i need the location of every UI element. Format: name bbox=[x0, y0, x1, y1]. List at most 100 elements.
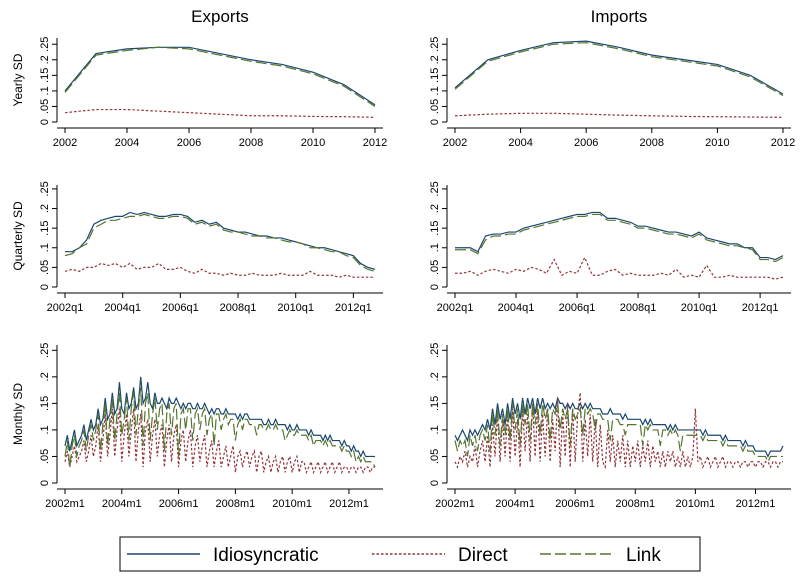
y-axis-title: Monthly SD bbox=[11, 383, 25, 445]
y-tick-label: 0 bbox=[429, 480, 441, 486]
y-tick-label: .1 bbox=[429, 425, 441, 434]
y-tick-label: .1 bbox=[429, 243, 441, 252]
x-tick-label: 2006m1 bbox=[555, 498, 595, 510]
y-tick-label: .2 bbox=[429, 204, 441, 213]
y-tick-label: .15 bbox=[39, 396, 51, 411]
y-tick-label: 0 bbox=[429, 119, 441, 125]
y-tick-label: .1 bbox=[39, 86, 51, 95]
x-tick-label: 2008q1 bbox=[620, 302, 657, 314]
y-tick-label: .05 bbox=[39, 99, 51, 114]
series-line bbox=[454, 396, 784, 458]
x-tick-label: 2012 bbox=[771, 137, 795, 149]
y-tick-label: .2 bbox=[39, 204, 51, 213]
x-tick-label: 2012m1 bbox=[329, 498, 369, 510]
x-tick-label: 2006 bbox=[574, 137, 598, 149]
series-line bbox=[64, 376, 375, 458]
x-tick-label: 2004 bbox=[508, 137, 532, 149]
series-line bbox=[454, 40, 784, 95]
y-tick-label: .2 bbox=[39, 372, 51, 381]
x-tick-label: 2006m1 bbox=[159, 498, 199, 510]
x-tick-label: 2002 bbox=[53, 137, 77, 149]
y-tick-label: .05 bbox=[39, 260, 51, 275]
x-tick-label: 2006q1 bbox=[162, 302, 199, 314]
y-tick-label: .25 bbox=[39, 37, 51, 52]
y-tick-label: 0 bbox=[39, 284, 51, 290]
y-tick-label: .25 bbox=[39, 343, 51, 358]
x-tick-label: 2004m1 bbox=[102, 498, 142, 510]
y-tick-label: 0 bbox=[39, 480, 51, 486]
x-tick-label: 2012m1 bbox=[736, 498, 776, 510]
x-tick-label: 2012 bbox=[363, 137, 387, 149]
x-tick-label: 2002m1 bbox=[45, 498, 85, 510]
panel-title: Imports bbox=[591, 7, 648, 26]
y-tick-label: .25 bbox=[429, 37, 441, 52]
y-tick-label: .1 bbox=[39, 243, 51, 252]
series-line bbox=[455, 256, 784, 280]
y-tick-label: .15 bbox=[429, 221, 441, 236]
series-line bbox=[64, 387, 376, 468]
y-tick-label: .15 bbox=[429, 68, 441, 83]
x-tick-label: 2004m1 bbox=[495, 498, 535, 510]
series-line bbox=[64, 108, 376, 118]
x-tick-label: 2006q1 bbox=[559, 302, 596, 314]
x-tick-label: 2004 bbox=[115, 137, 139, 149]
panel-title: Exports bbox=[191, 7, 249, 26]
series-line bbox=[454, 403, 783, 464]
y-tick-label: 0 bbox=[39, 119, 51, 125]
x-tick-label: 2002m1 bbox=[435, 498, 475, 510]
series-line bbox=[64, 262, 375, 278]
x-tick-label: 2010q1 bbox=[277, 302, 314, 314]
x-tick-label: 2012q1 bbox=[335, 302, 372, 314]
series-line bbox=[454, 112, 784, 118]
x-tick-label: 2012q1 bbox=[742, 302, 779, 314]
y-tick-label: .25 bbox=[429, 343, 441, 358]
y-axis-title: Quarterly SD bbox=[11, 201, 25, 271]
x-tick-label: 2010q1 bbox=[681, 302, 718, 314]
y-tick-label: .2 bbox=[429, 372, 441, 381]
y-tick-label: .1 bbox=[39, 425, 51, 434]
series-line bbox=[454, 392, 783, 470]
y-tick-label: .15 bbox=[429, 396, 441, 411]
y-tick-label: .25 bbox=[429, 181, 441, 196]
series-line bbox=[64, 46, 376, 106]
x-tick-label: 2006 bbox=[177, 137, 201, 149]
legend-label: Idiosyncratic bbox=[213, 545, 319, 566]
x-tick-label: 2004q1 bbox=[498, 302, 535, 314]
legend: Idiosyncratic Direct Link bbox=[127, 545, 661, 566]
series-line bbox=[64, 213, 376, 272]
series-line bbox=[65, 211, 376, 270]
x-tick-label: 2010m1 bbox=[675, 498, 715, 510]
x-tick-label: 2004q1 bbox=[104, 302, 141, 314]
series-line bbox=[64, 46, 376, 107]
y-tick-label: .05 bbox=[429, 260, 441, 275]
x-tick-label: 2002q1 bbox=[47, 302, 84, 314]
legend-label: Direct bbox=[458, 545, 508, 566]
y-tick-label: .2 bbox=[39, 55, 51, 64]
y-tick-label: .05 bbox=[429, 449, 441, 464]
x-tick-label: 2002q1 bbox=[437, 302, 474, 314]
x-tick-label: 2008 bbox=[239, 137, 263, 149]
x-tick-label: 2002 bbox=[443, 137, 467, 149]
y-tick-label: .05 bbox=[39, 449, 51, 464]
x-tick-label: 2010 bbox=[301, 137, 325, 149]
x-tick-label: 2008m1 bbox=[615, 498, 655, 510]
y-tick-label: .15 bbox=[39, 68, 51, 83]
y-axis-title: Yearly SD bbox=[11, 53, 25, 106]
legend-label: Link bbox=[626, 545, 661, 566]
series-line bbox=[64, 408, 375, 475]
y-tick-label: 0 bbox=[429, 284, 441, 290]
y-tick-label: .2 bbox=[429, 55, 441, 64]
y-tick-label: .1 bbox=[429, 86, 441, 95]
x-tick-label: 2008q1 bbox=[220, 302, 257, 314]
series-line bbox=[455, 211, 784, 261]
x-tick-label: 2008m1 bbox=[215, 498, 255, 510]
series-line bbox=[454, 42, 784, 97]
y-tick-label: .05 bbox=[429, 99, 441, 114]
x-tick-label: 2010m1 bbox=[272, 498, 312, 510]
y-tick-label: .15 bbox=[39, 221, 51, 236]
x-tick-label: 2010 bbox=[705, 137, 729, 149]
x-tick-label: 2008 bbox=[640, 137, 664, 149]
